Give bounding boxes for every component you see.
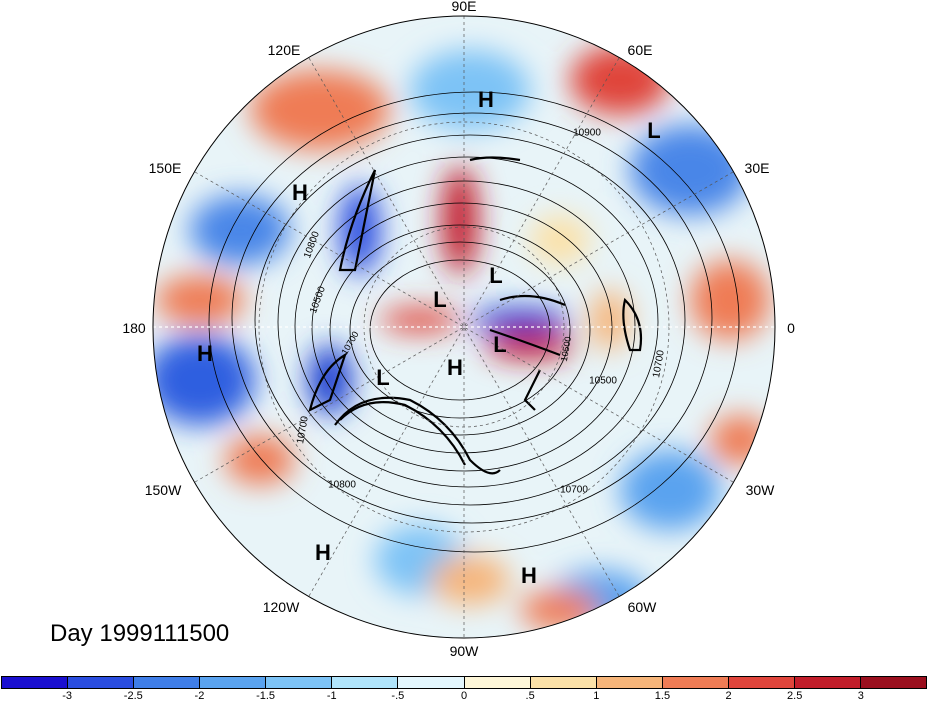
colorbar-segment [200,677,267,688]
anomaly-field [153,16,775,638]
colorbar-tick-label: 1.5 [654,690,671,702]
high-pressure-label: H [197,341,213,366]
high-pressure-label: H [292,180,308,205]
colorbar-tick-label: 3 [857,690,864,702]
lon-label-120w: 120W [262,599,300,615]
colorbar-tick-label: 0 [460,690,468,702]
height-contours [208,91,740,553]
lon-label-150w: 150W [144,482,182,498]
graticule [153,16,775,638]
colorbar-segment [398,677,465,688]
colorbar-tick-label: -1 [326,690,337,702]
colorbar-tick-label: 2.5 [787,690,803,702]
high-pressure-label: H [315,540,331,565]
lon-label-30e: 30E [744,160,770,176]
low-pressure-label: L [489,263,503,288]
lon-label-90e: 90E [451,0,477,14]
lon-label-60e: 60E [627,42,653,58]
low-pressure-label: L [376,365,390,390]
colorbar-tick-label: -1.5 [256,690,276,702]
colorbar-segment [134,677,201,688]
lon-label-0: 0 [787,320,795,336]
colorbar-tick-label: 1 [593,690,600,702]
low-pressure-label: L [433,287,447,312]
colorbar-segment [2,677,69,688]
colorbar-tick-label: .5 [525,690,535,702]
low-pressure-label: L [493,332,507,357]
contour-label: 10500 [589,375,617,387]
map-border [152,15,776,639]
colorbar-segment [266,677,333,688]
colorbar-tick-label: -.5 [391,690,405,702]
lon-label-90w: 90W [449,643,479,659]
colorbar-segment [68,677,135,688]
colorbar-tick-label: -2.5 [123,690,143,702]
lon-label-180: 180 [122,320,146,336]
colorbar-tick-label: -3 [62,690,73,702]
jet-contours [308,156,643,475]
colorbar-segment [464,677,531,688]
contour-label: 10700 [560,484,588,496]
high-pressure-label: H [447,355,463,380]
lon-label-120e: 120E [267,42,301,58]
colorbar-segment [794,677,862,688]
colorbar [1,676,927,689]
contour-label: 10800 [328,479,356,491]
colorbar-segment [728,677,795,688]
colorbar-segment [662,677,729,688]
contour-label: 10900 [573,127,601,139]
low-pressure-label: L [647,118,661,143]
colorbar-tick-label: 2 [725,690,732,702]
colorbar-segment [332,677,399,688]
colorbar-segment [861,677,927,688]
date-title: Day 1999111500 [50,620,230,647]
colorbar-tick-label: -2 [194,690,205,702]
high-pressure-label: H [478,87,494,112]
high-pressure-label: H [521,563,537,588]
colorbar-segment [596,677,663,688]
colorbar-segment [530,677,597,688]
lon-label-60w: 60W [627,599,657,615]
lon-label-30w: 30W [745,482,775,498]
lon-label-150e: 150E [148,160,182,176]
